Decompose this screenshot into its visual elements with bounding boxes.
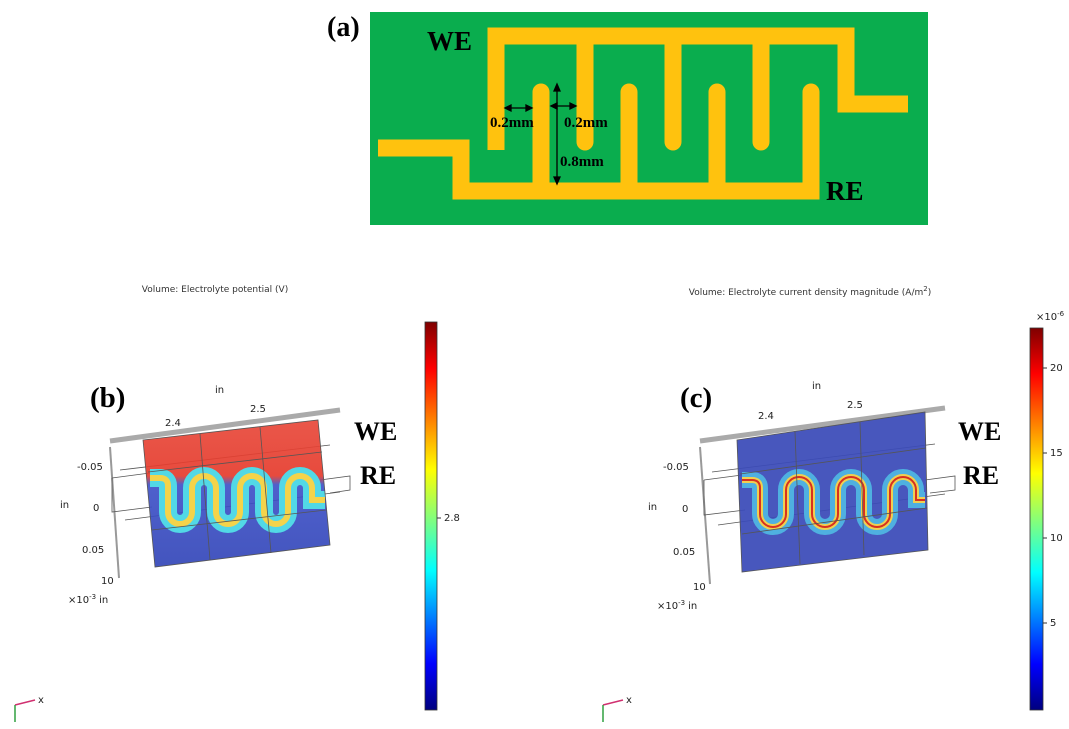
- dimension-label: 0.8mm: [560, 154, 604, 170]
- we-label: WE: [354, 417, 397, 446]
- colorbar-ticks: 20 15 10 5: [1043, 363, 1063, 629]
- axis-triad: x: [603, 695, 632, 722]
- we-label: WE: [427, 26, 472, 56]
- colorbar: [425, 322, 437, 710]
- title-end: ): [928, 288, 932, 298]
- tick-label: -0.05: [663, 462, 689, 473]
- panel-c: Volume: Electrolyte current density magn…: [603, 285, 1065, 722]
- triad-x: [603, 700, 623, 705]
- axis-unit: in: [812, 381, 821, 392]
- colorbar-label: 5: [1050, 618, 1056, 629]
- plot-title: Volume: Electrolyte potential (V): [142, 285, 288, 295]
- colorbar: [1030, 328, 1043, 710]
- scale-exp: -3: [678, 599, 685, 607]
- colorbar-label: 10: [1050, 533, 1063, 544]
- re-label: RE: [360, 461, 396, 490]
- tick-label: 0: [93, 503, 99, 514]
- axis-unit: in: [60, 500, 69, 511]
- tick-label: 0.05: [82, 545, 104, 556]
- tick-label: 2.5: [847, 400, 863, 411]
- tick-label: 2.4: [165, 418, 181, 429]
- colorbar-label: 20: [1050, 363, 1063, 374]
- scale-base: ×10: [68, 595, 89, 606]
- tick-label: 10: [693, 582, 706, 593]
- axis-unit: in: [215, 385, 224, 396]
- panel-label: (a): [327, 12, 360, 43]
- tick-label: 0.05: [673, 547, 695, 558]
- axis-triad: x: [15, 695, 44, 722]
- axis-unit: in: [648, 502, 657, 513]
- colorbar-label: 15: [1050, 448, 1063, 459]
- tick-label: 10: [101, 576, 114, 587]
- re-label: RE: [963, 461, 999, 490]
- axis-bar: [110, 447, 119, 578]
- tick-label: 0: [682, 504, 688, 515]
- plot-title: Volume: Electrolyte current density magn…: [689, 285, 932, 298]
- colorbar-label: 2.8: [444, 513, 460, 524]
- panel-a: (a) WE RE 0.2mm 0.2mm 0.8mm: [327, 12, 928, 225]
- scale-unit: in: [688, 601, 697, 612]
- colorbar-scale: ×10-6: [1036, 310, 1065, 323]
- dimension-label: 0.2mm: [490, 115, 534, 131]
- title-text: Volume: Electrolyte current density magn…: [689, 288, 924, 298]
- panel-label: (b): [90, 382, 125, 414]
- scale-base: ×10: [657, 601, 678, 612]
- tick-label: -0.05: [77, 462, 103, 473]
- tick-label: 2.4: [758, 411, 774, 422]
- triad-x: [15, 700, 35, 705]
- tick-label: 2.5: [250, 404, 266, 415]
- panel-b: Volume: Electrolyte potential (V) (b) WE…: [15, 285, 460, 722]
- scale-base: ×10: [1036, 312, 1057, 323]
- we-label: WE: [958, 417, 1001, 446]
- triad-label: x: [626, 695, 632, 706]
- scale-unit: in: [99, 595, 108, 606]
- axis-bar: [700, 447, 710, 584]
- re-label: RE: [826, 176, 864, 206]
- figure: (a) WE RE 0.2mm 0.2mm 0.8mm Volume: Elec…: [0, 0, 1069, 729]
- scale-exp: -3: [89, 593, 96, 601]
- triad-label: x: [38, 695, 44, 706]
- scale-exp: -6: [1057, 310, 1065, 318]
- dimension-label: 0.2mm: [564, 115, 608, 131]
- panel-label: (c): [680, 382, 712, 414]
